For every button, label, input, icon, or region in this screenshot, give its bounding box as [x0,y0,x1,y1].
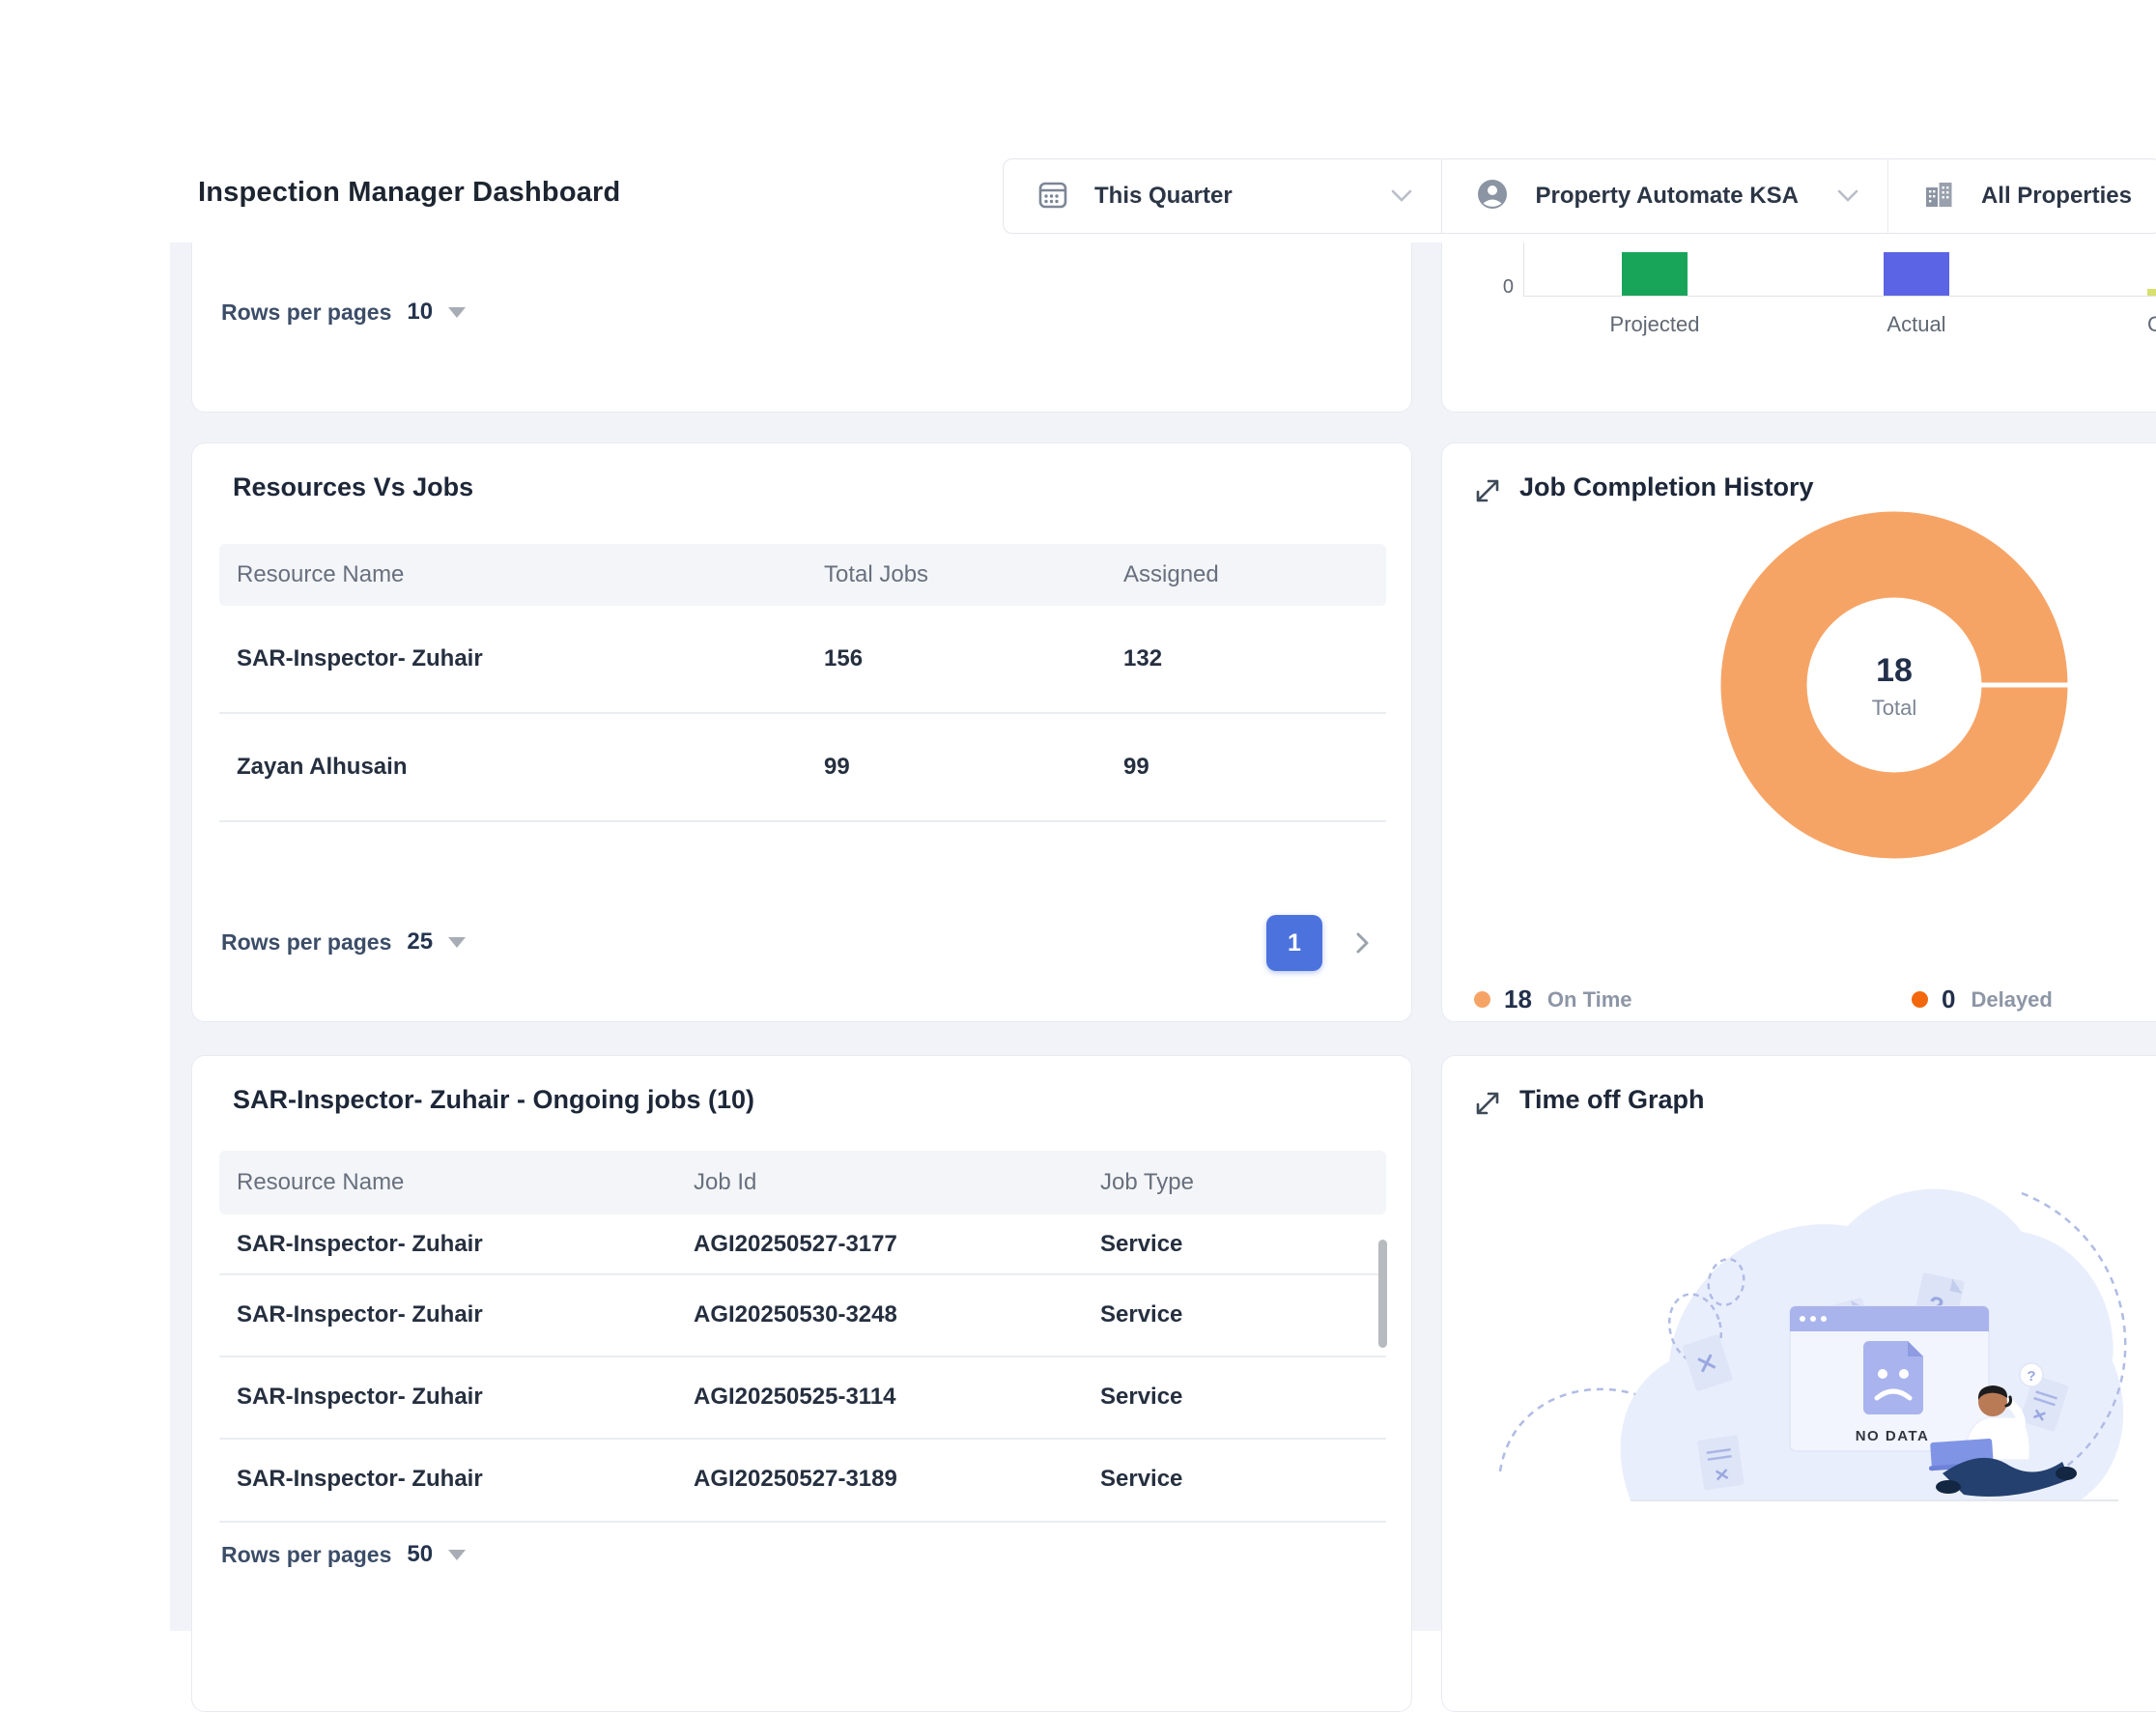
rows-per-pages-selector[interactable]: Rows per pages 50 [221,1541,466,1568]
donut-total-label: Total [1827,696,1962,721]
filter-account-label: Property Automate KSA [1535,183,1798,210]
pagination-page-1-button[interactable]: 1 [1266,915,1322,971]
legend-dot-on-time [1474,991,1490,1008]
job-completion-donut-chart [1442,443,2156,965]
column-header: Resource Name [237,1151,404,1214]
expand-icon[interactable] [1473,1089,1502,1118]
table-scrollbar[interactable] [1378,1240,1387,1348]
chevron-down-icon [1352,189,1412,203]
cell-resource-name: SAR-Inspector- Zuhair [237,606,483,712]
job-completion-history-card: Job Completion History 18 Total 18 On Ti… [1441,443,2156,1022]
cell-job-type: Service [1100,1438,1182,1521]
building-icon [1921,177,1956,216]
no-data-label: NO DATA [1856,1428,1930,1444]
rows-per-pages-label: Rows per pages [221,300,391,326]
cell-total-jobs: 99 [824,714,850,820]
bar-third-partial [2147,289,2156,296]
chevron-down-icon [1799,189,1858,203]
cell-job-id: AGI20250527-3177 [694,1214,897,1273]
pagination-next-button[interactable] [1346,927,1378,959]
jobs-summary-card: Rows per pages 10 [191,243,1412,413]
bar-label-actual: Actual [1839,312,1994,337]
rows-per-pages-label: Rows per pages [221,1542,391,1568]
cell-resource-name: SAR-Inspector- Zuhair [237,1214,483,1273]
rows-per-pages-selector[interactable]: Rows per pages 25 [221,928,466,956]
rows-per-pages-value: 10 [407,299,433,326]
filter-bar: This Quarter Property Automate KSA All P… [1003,158,2156,234]
legend-item-on-time: 18 On Time [1474,985,1632,1014]
table-row: SAR-Inspector- Zuhair AGI20250530-3248 S… [219,1273,1386,1357]
y-axis-tick: 0 [1475,276,1514,299]
table-row: SAR-Inspector- Zuhair AGI20250525-3114 S… [219,1356,1386,1440]
svg-text:?: ? [2027,1368,2035,1385]
column-header: Total Jobs [824,544,928,606]
cell-resource-name: Zayan Alhusain [237,714,407,820]
table-row: SAR-Inspector- Zuhair AGI20250527-3189 S… [219,1438,1386,1523]
no-data-illustration: ? NO DATA ? [1442,1153,2156,1713]
projection-chart-card: 0 Projected Actual C [1441,243,2156,413]
ongoing-jobs-card: SAR-Inspector- Zuhair - Ongoing jobs (10… [191,1055,1412,1712]
legend-label: On Time [1547,987,1632,1013]
bar-actual [1884,252,1949,296]
filter-period[interactable]: This Quarter [1004,159,1442,233]
cell-job-type: Service [1100,1356,1182,1438]
table-header-row: Resource Name Total Jobs Assigned [219,544,1386,606]
cell-total-jobs: 156 [824,606,863,712]
cell-assigned: 132 [1123,606,1162,712]
column-header: Resource Name [237,544,404,606]
rows-per-pages-value: 50 [407,1541,433,1568]
calendar-icon [1036,178,1069,215]
table-row: Zayan Alhusain 99 99 [219,714,1386,822]
chart-x-axis [1523,296,2156,297]
caret-down-icon [448,307,466,318]
user-icon [1475,177,1510,216]
filter-period-label: This Quarter [1094,183,1233,210]
legend-label: Delayed [1971,987,2052,1013]
legend-value: 18 [1504,985,1532,1014]
cell-assigned: 99 [1123,714,1149,820]
column-header: Job Type [1100,1151,1194,1214]
caret-down-icon [448,937,466,948]
legend-dot-delayed [1912,991,1928,1008]
resources-vs-jobs-card: Resources Vs Jobs Resource Name Total Jo… [191,443,1412,1022]
cell-resource-name: SAR-Inspector- Zuhair [237,1356,483,1438]
bar-label-clipped: C [2147,312,2156,337]
column-header: Job Id [694,1151,756,1214]
card-title: Time off Graph [1519,1085,1705,1115]
time-off-graph-card: Time off Graph ? NO DATA ? [1441,1055,2156,1712]
caret-down-icon [448,1550,466,1560]
bar-projected [1622,252,1688,296]
cell-resource-name: SAR-Inspector- Zuhair [237,1273,483,1356]
filter-account[interactable]: Property Automate KSA [1442,159,1887,233]
table-row: SAR-Inspector- Zuhair AGI20250527-3177 S… [219,1214,1386,1275]
cell-resource-name: SAR-Inspector- Zuhair [237,1438,483,1521]
rows-per-pages-label: Rows per pages [221,929,391,956]
filter-property[interactable]: All Properties [1888,159,2156,233]
column-header: Assigned [1123,544,1219,606]
cell-job-type: Service [1100,1214,1182,1273]
cell-job-id: AGI20250527-3189 [694,1438,897,1521]
card-title: SAR-Inspector- Zuhair - Ongoing jobs (10… [233,1085,754,1115]
cell-job-id: AGI20250525-3114 [694,1356,896,1438]
legend-item-delayed: 0 Delayed [1912,985,2053,1014]
cell-job-type: Service [1100,1273,1182,1356]
legend-value: 0 [1942,985,1955,1014]
page-title: Inspection Manager Dashboard [198,177,620,209]
chart-y-axis [1523,243,1524,296]
rows-per-pages-selector[interactable]: Rows per pages 10 [221,299,466,326]
table-row: SAR-Inspector- Zuhair 156 132 [219,606,1386,714]
table-header-row: Resource Name Job Id Job Type [219,1151,1386,1214]
bar-label-projected: Projected [1577,312,1732,337]
filter-property-label: All Properties [1981,183,2132,210]
cell-job-id: AGI20250530-3248 [694,1273,897,1356]
donut-total-value: 18 [1827,652,1962,690]
card-title: Resources Vs Jobs [233,472,473,502]
rows-per-pages-value: 25 [407,928,433,956]
donut-center: 18 Total [1827,652,1962,721]
